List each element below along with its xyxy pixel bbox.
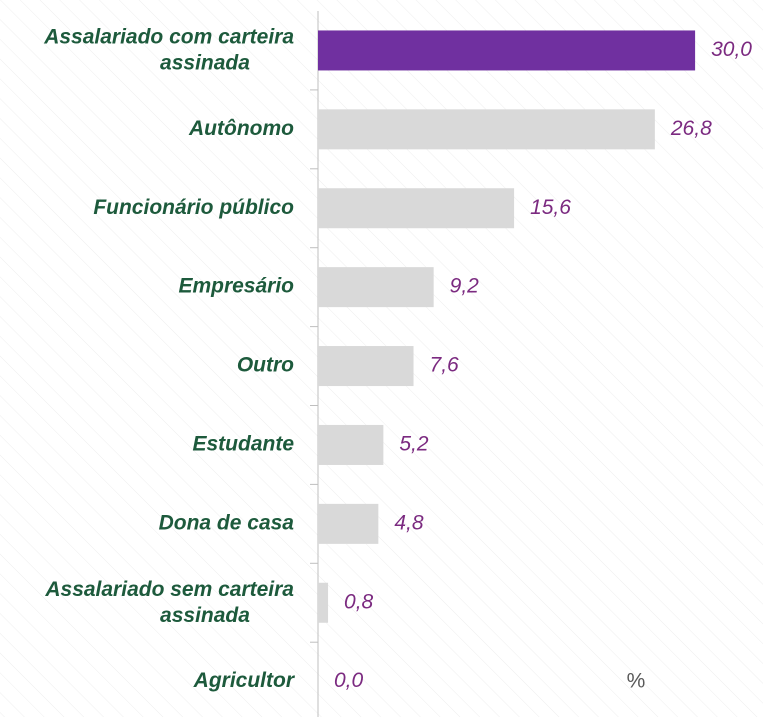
value-label: 0,8: [344, 590, 374, 613]
unit-label: %: [627, 670, 646, 693]
category-label: Assalariado sem carteira assinada: [44, 577, 294, 626]
category-label: Estudante: [192, 432, 294, 455]
value-label: 5,2: [399, 432, 429, 455]
bar: [318, 188, 515, 229]
value-label: 0,0: [334, 669, 364, 692]
category-label: Agricultor: [193, 669, 296, 692]
value-label: 4,8: [394, 511, 424, 534]
value-label: 30,0: [711, 38, 752, 61]
bar: [318, 346, 414, 387]
bar: [318, 582, 329, 623]
value-label: 15,6: [530, 196, 571, 219]
category-label: Outro: [237, 354, 294, 377]
bar: [318, 503, 379, 544]
bar: [318, 424, 384, 465]
bar: [318, 267, 434, 308]
bar: [318, 30, 696, 71]
category-label: Funcionário público: [93, 196, 294, 219]
value-label: 7,6: [430, 354, 460, 377]
category-label: Empresário: [178, 275, 294, 298]
value-label: 26,8: [670, 117, 712, 140]
category-label: Assalariado com carteira assinada: [43, 25, 294, 74]
category-label: Dona de casa: [159, 511, 295, 534]
value-label: 9,2: [450, 275, 480, 298]
category-label: Autônomo: [188, 117, 294, 140]
bar: [318, 109, 655, 150]
